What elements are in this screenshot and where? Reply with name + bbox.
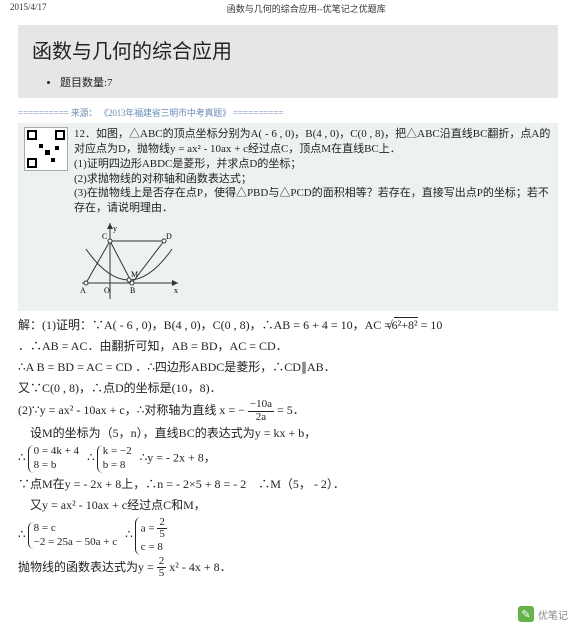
- svg-text:A: A: [80, 286, 86, 295]
- question-count: 题目数量:7: [60, 74, 544, 90]
- sol-line-5: (2)∵y = ax² - 10ax + c，∴对称轴为直线 x = − −10…: [18, 399, 558, 423]
- svg-text:C: C: [102, 232, 107, 241]
- solution-block: 解：(1)证明：∵A( - 6 , 0)，B(4 , 0)，C(0 , 8)，∴…: [18, 315, 558, 580]
- sol-line-1: 解：(1)证明：∵A( - 6 , 0)，B(4 , 0)，C(0 , 8)，∴…: [18, 315, 558, 336]
- header-block: 函数与几何的综合应用 题目数量:7: [18, 25, 558, 98]
- sol-line-3: ∴A B = BD = AC = CD ．∴四边形ABDC是菱形，∴CD∥AB．: [18, 357, 558, 378]
- problem-line-3: (2)求抛物线的对称轴和函数表达式；: [74, 172, 552, 187]
- sol-line-2: ．∴AB = AC．由翻折可知，AB = BD，AC = CD．: [18, 336, 558, 357]
- svg-text:x: x: [174, 286, 178, 295]
- sol-line-10: ∴8 = c−2 = 25a − 50a + c ∴a = 25c = 8: [18, 516, 558, 556]
- problem-line-1: 12．如图，△ABC的顶点坐标分别为A( - 6 , 0)，B(4 , 0)，C…: [74, 127, 552, 157]
- problem-block: 12．如图，△ABC的顶点坐标分别为A( - 6 , 0)，B(4 , 0)，C…: [18, 123, 558, 311]
- svg-text:O: O: [104, 286, 110, 295]
- source-row: ========== 来源： 《2013年福建省三明市中考真题》 =======…: [0, 104, 576, 123]
- page-title: 函数与几何的综合应用: [32, 35, 544, 64]
- source-name: 《2013年福建省三明市中考真题》: [99, 108, 231, 118]
- sol-line-4: 又∵C(0 , 8)，∴点D的坐标是(10，8)．: [18, 378, 558, 399]
- source-prefix: 来源：: [71, 108, 97, 118]
- page-title-small: 函数与几何的综合应用--优笔记之优题库: [227, 2, 386, 15]
- watermark: ✎ 优笔记: [518, 606, 568, 622]
- sol-line-7: ∴0 = 4k + 48 = b ∴k = −2b = 8 ∴y = - 2x …: [18, 444, 558, 474]
- sol-line-8: ∵点M在y = - 2x + 8上，∴n = - 2×5 + 8 = - 2 ∴…: [18, 474, 558, 495]
- problem-figure: y x A O B C D M: [74, 219, 184, 303]
- sol-line-11: 抛物线的函数表达式为y = 25 x² - 4x + 8．: [18, 556, 558, 580]
- qr-code: [24, 127, 68, 171]
- date: 2015/4/17: [10, 2, 47, 15]
- watermark-icon: ✎: [518, 606, 534, 622]
- svg-text:y: y: [113, 224, 117, 233]
- problem-line-4: (3)在抛物线上是否存在点P，使得△PBD与△PCD的面积相等？若存在，直接写出…: [74, 186, 552, 216]
- deco-left: ==========: [18, 108, 69, 118]
- svg-text:M: M: [131, 270, 138, 279]
- top-bar: 2015/4/17 函数与几何的综合应用--优笔记之优题库: [0, 0, 576, 17]
- sol-line-9: 又y = ax² - 10ax + c经过点C和M，: [18, 495, 558, 516]
- problem-line-2: (1)证明四边形ABDC是菱形，并求点D的坐标；: [74, 157, 552, 172]
- deco-right: ==========: [233, 108, 284, 118]
- watermark-text: 优笔记: [538, 607, 568, 622]
- svg-text:B: B: [130, 286, 135, 295]
- svg-text:D: D: [166, 232, 172, 241]
- sol-line-6: 设M的坐标为（5，n），直线BC的表达式为y = kx + b，: [18, 423, 558, 444]
